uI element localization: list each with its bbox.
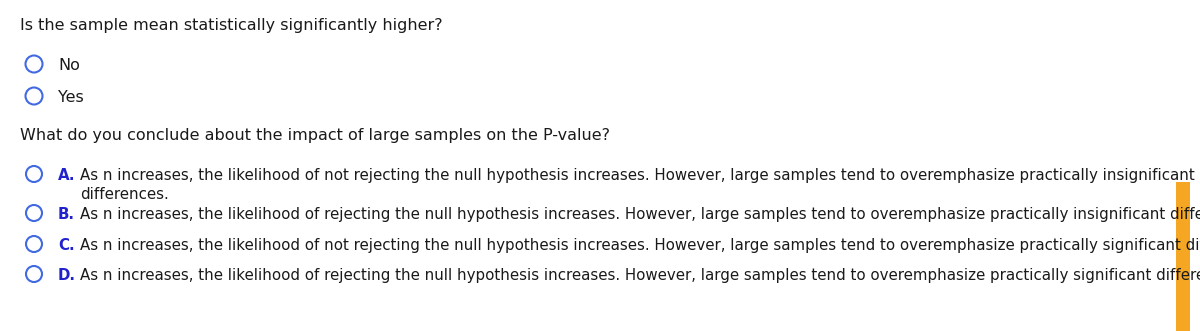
Text: As n increases, the likelihood of not rejecting the null hypothesis increases. H: As n increases, the likelihood of not re…: [80, 168, 1195, 202]
Bar: [1176, 0, 1190, 331]
Text: B.: B.: [58, 207, 74, 222]
Text: No: No: [58, 58, 80, 73]
Text: D.: D.: [58, 268, 76, 283]
Text: Is the sample mean statistically significantly higher?: Is the sample mean statistically signifi…: [20, 18, 443, 33]
Text: As n increases, the likelihood of rejecting the null hypothesis increases. Howev: As n increases, the likelihood of reject…: [80, 268, 1200, 283]
Text: C.: C.: [58, 238, 74, 253]
Text: What do you conclude about the impact of large samples on the P-value?: What do you conclude about the impact of…: [20, 128, 610, 143]
Text: As n increases, the likelihood of not rejecting the null hypothesis increases. H: As n increases, the likelihood of not re…: [80, 238, 1200, 253]
Text: Yes: Yes: [58, 90, 84, 105]
Bar: [1176, 0, 1190, 182]
Text: A.: A.: [58, 168, 76, 183]
Text: As n increases, the likelihood of rejecting the null hypothesis increases. Howev: As n increases, the likelihood of reject…: [80, 207, 1200, 222]
